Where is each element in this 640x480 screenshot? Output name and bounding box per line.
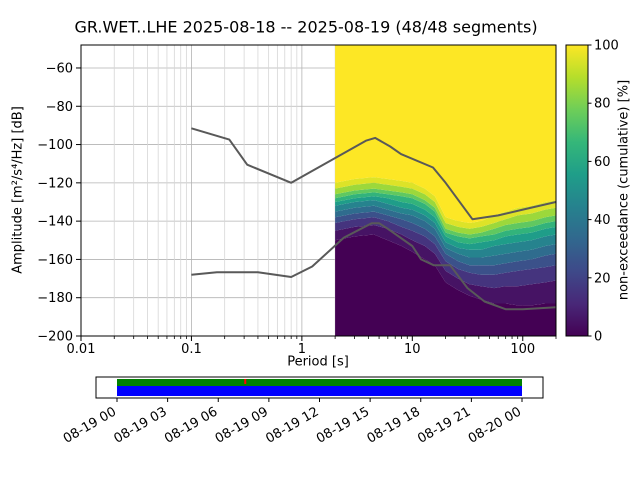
heatmap-band-50-60 [335,196,556,250]
y-axis-label: Amplitude [m²/s⁴/Hz] [dB] [10,106,26,274]
timeline-data-bar [117,386,522,396]
timeline-segments-bar [117,379,522,386]
x-axis-tick-label: 10 [404,342,421,357]
noise-model-nlnm-line [191,222,556,311]
y-axis-tick-label: −200 [37,330,73,345]
heatmap-band-10-20 [335,217,556,289]
timeline-tick-label: 08-19 12 [263,404,321,446]
colorbar-border [565,44,589,337]
timeline-tick-label: 08-20 00 [466,404,524,446]
plot-border [80,44,557,337]
heatmap-band-80-90 [335,182,556,235]
colorbar-tick-label: 80 [594,97,611,112]
heatmap-band-0-10 [335,225,556,306]
timeline-tick-label: 08-19 21 [415,404,473,446]
timeline-tick-label: 08-19 18 [365,404,423,446]
noise-model-nhnm-line [191,127,556,221]
colorbar-tick-label: 20 [594,271,611,286]
heatmap-group [335,45,556,336]
timeline-tick-label: 08-19 06 [162,404,220,446]
y-axis-tick-label: −180 [37,291,73,306]
timeline-tick-label: 08-19 09 [213,404,271,446]
heatmap-band-30-40 [335,205,556,266]
timeline-tick-label: 08-19 03 [112,404,170,446]
timeline-tick-label: 08-19 00 [61,404,119,446]
heatmap-band-40-50 [335,200,556,258]
colorbar-gradient [566,45,588,336]
heatmap-band-20-30 [335,211,556,275]
y-axis-tick-label: −140 [37,215,73,230]
x-axis-tick-label: 100 [510,342,535,357]
colorbar-tick-label: 60 [594,155,611,170]
y-axis-tick-label: −160 [37,253,73,268]
heatmap-band-above-max [335,45,556,223]
colorbar-tick-label: 100 [594,39,619,54]
timeline-tick-label: 08-19 15 [314,404,372,446]
y-axis-tick-label: −120 [37,176,73,191]
x-axis-label: Period [s] [287,354,349,370]
y-axis-tick-label: −100 [37,138,73,153]
colorbar-tick-label: 0 [594,330,602,345]
heatmap-band-60-70 [335,192,556,245]
colorbar-tick-label: 40 [594,213,611,228]
heatmap-band-90-100 [335,177,556,229]
y-axis-tick-label: −60 [46,61,73,76]
colorbar-label: non-exceedance (cumulative) [%] [616,79,632,301]
x-axis-tick-label: 1 [298,342,306,357]
x-axis-tick-label: 0.01 [67,342,96,357]
heatmap-band-70-80 [335,188,556,239]
x-axis-tick-label: 0.1 [181,342,202,357]
y-axis-tick-label: −80 [46,100,73,115]
chart-title: GR.WET..LHE 2025-08-18 -- 2025-08-19 (48… [74,17,538,37]
heatmap-band-below-min [335,234,556,336]
